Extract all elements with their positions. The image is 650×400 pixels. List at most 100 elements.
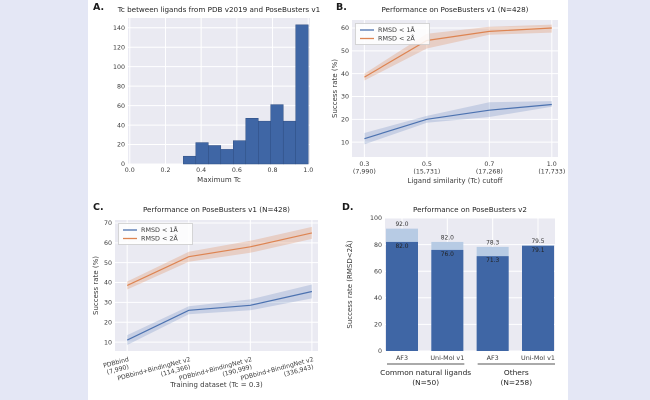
y-tick-label: 0 <box>121 161 125 168</box>
group-count: (N=50) <box>412 378 439 387</box>
x-tick-label: 0.2 <box>160 167 170 174</box>
y-tick-label: 40 <box>341 71 349 78</box>
y-tick-label: 20 <box>374 322 382 329</box>
confidence-band <box>127 284 312 345</box>
y-tick-label: 100 <box>370 215 382 222</box>
y-tick-label: 30 <box>341 94 349 101</box>
y-axis-label: Success rate (RMSD<2Å) <box>345 240 354 328</box>
x-tick-count: (15,731) <box>413 169 440 176</box>
bar-total-label: 79.5 <box>531 239 544 245</box>
series-line <box>126 232 313 287</box>
y-tick-label: 60 <box>341 25 349 32</box>
x-tick-label: Uni-Mol v1 <box>430 354 464 362</box>
x-tick-label: 0.3 <box>359 161 369 168</box>
chart-title: Tc between ligands from PDB v2019 and Po… <box>117 5 321 14</box>
panel-d-label: D. <box>342 202 354 213</box>
series-line <box>364 27 552 78</box>
y-tick-label: 80 <box>117 83 125 90</box>
x-tick-label: 0.6 <box>232 167 242 174</box>
y-tick-label: 60 <box>117 103 125 110</box>
bar-total-label: 78.3 <box>486 240 499 246</box>
histogram-bar <box>195 142 209 165</box>
legend-label: RMSD < 2Å <box>378 34 415 43</box>
histogram-bar <box>233 140 247 165</box>
y-tick-label: 40 <box>374 295 382 302</box>
x-tick-count: (17,733) <box>538 169 565 176</box>
y-axis-label: Success rate (%) <box>92 256 100 315</box>
chart-title: Performance on PoseBusters v1 (N=428) <box>143 205 290 214</box>
figure-card: A. B. C. D. 0 20 40 60 80 100 120 140 0.0 0.2 0.4 0… <box>88 0 568 400</box>
x-tick-label: 1.0 <box>547 161 557 168</box>
x-tick-label: 0.7 <box>484 161 494 168</box>
histogram-bar <box>183 155 197 165</box>
bar-dark-segment <box>386 241 418 351</box>
group-count: (N=258) <box>501 378 533 387</box>
y-tick-label: 120 <box>113 44 125 51</box>
y-tick-label: 60 <box>374 268 382 275</box>
y-tick-label: 30 <box>104 300 112 307</box>
y-tick-label: 10 <box>104 339 112 346</box>
histogram-bar <box>245 118 259 165</box>
legend-label: RMSD < 1Å <box>141 225 178 234</box>
y-tick-label: 50 <box>104 260 112 267</box>
panel-a-label: A. <box>93 2 105 13</box>
histogram-bar <box>295 24 309 165</box>
y-tick-label: 40 <box>117 122 125 129</box>
bar-dark-label: 79.1 <box>531 248 544 254</box>
x-axis-label: Maximum Tc <box>197 176 241 184</box>
confidence-band <box>364 101 552 145</box>
y-tick-label: 20 <box>104 319 112 326</box>
y-tick-label: 20 <box>341 117 349 124</box>
chart-title: Performance on PoseBusters v1 (N=428) <box>381 5 528 14</box>
group-label: Others <box>504 368 529 377</box>
panel-c-label: C. <box>93 202 104 213</box>
y-tick-label: 80 <box>374 242 382 249</box>
histogram-bar <box>220 149 234 165</box>
x-tick-label: 0.5 <box>422 161 432 168</box>
y-tick-label: 60 <box>104 240 112 247</box>
histogram-bar <box>282 120 296 165</box>
chart-title: Performance on PoseBusters v2 <box>413 205 527 214</box>
x-tick-label: Uni-Mol v1 <box>521 354 555 362</box>
x-tick-label: 1.0 <box>303 167 313 174</box>
x-axis-label: Training dataset (Tc = 0.3) <box>169 381 263 389</box>
x-tick-label: AF3 <box>396 354 408 362</box>
y-tick-label: 40 <box>104 280 112 287</box>
y-tick-label: 20 <box>117 142 125 149</box>
y-tick-label: 10 <box>341 139 349 146</box>
x-tick-label: 0.4 <box>196 167 206 174</box>
bar-dark-segment <box>431 249 464 351</box>
y-tick-label: 100 <box>113 64 125 71</box>
histogram-bar <box>258 120 271 165</box>
legend-box <box>355 23 430 45</box>
panel-a-chart: 0 20 40 60 80 100 120 140 0.0 0.2 0.4 0.6 0.8 1.0 Tc b… <box>113 5 321 184</box>
series-line <box>126 290 313 341</box>
panel-c-chart: 10203040506070PDBbind(7,990)PDBbind+Bind… <box>92 205 318 389</box>
bar-dark-segment <box>476 256 509 351</box>
group-label: Common natural ligands <box>380 368 471 377</box>
x-tick-count: (7,990) <box>353 169 376 176</box>
series-line <box>364 103 552 140</box>
bar-dark-label: 71.3 <box>486 258 499 264</box>
histogram-bar <box>270 104 284 165</box>
x-tick-label: 0.8 <box>268 167 278 174</box>
panel-d-chart: 0 20 40 60 80 100 92.0 82.0 AF3 82.0 76.0 Uni-Mol v… <box>345 205 555 387</box>
confidence-band <box>127 226 312 290</box>
panel-b-chart: 1020304050600.3(7,990)0.5(15,731)0.7(17,… <box>331 5 565 185</box>
y-axis-label: Success rate (%) <box>331 59 339 118</box>
x-tick-label: AF3 <box>487 354 499 362</box>
y-tick-label: 140 <box>113 25 125 32</box>
x-tick-count: (17,268) <box>476 169 503 176</box>
bar-dark-label: 82.0 <box>395 244 408 250</box>
legend-label: RMSD < 1Å <box>378 25 415 34</box>
x-tick-label: 0.0 <box>125 167 135 174</box>
y-tick-label: 50 <box>341 48 349 55</box>
x-axis-label: Ligand similarity (Tc) cutoff <box>408 177 503 185</box>
panel-b-label: B. <box>336 2 347 13</box>
bar-total-label: 82.0 <box>441 235 454 241</box>
legend-label: RMSD < 2Å <box>141 234 178 243</box>
bar-total-label: 92.0 <box>395 222 408 228</box>
y-tick-label: 0 <box>378 348 382 355</box>
